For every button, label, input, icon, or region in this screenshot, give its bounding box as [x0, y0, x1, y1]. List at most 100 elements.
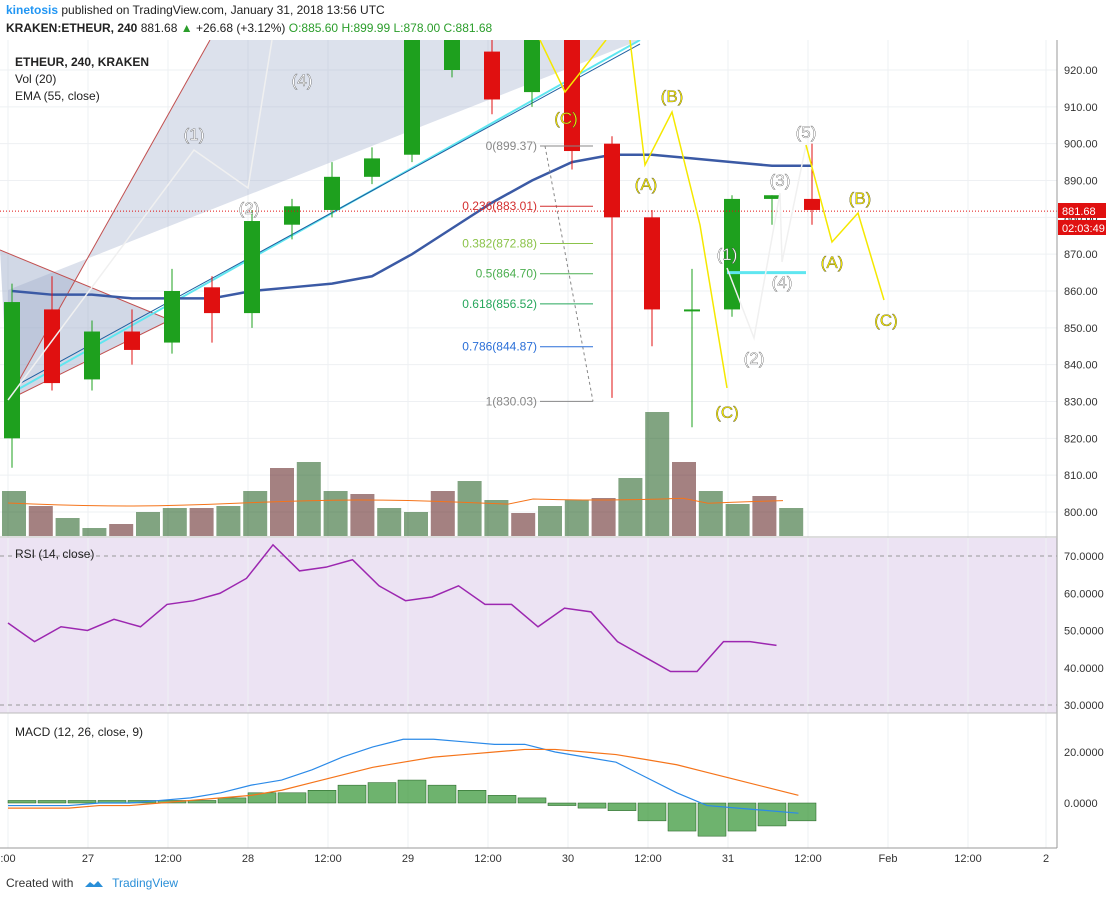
candle-body: [164, 291, 180, 343]
volume-bar: [484, 500, 509, 536]
candle-body: [404, 40, 420, 155]
wave-label: (4): [292, 71, 313, 90]
candle-body: [604, 143, 620, 218]
volume-bar: [672, 462, 696, 536]
signal-line: [8, 748, 799, 809]
tradingview-link[interactable]: TradingView: [112, 876, 179, 890]
price-tick-label: 860.00: [1064, 286, 1098, 298]
price-tag-value: 881.68: [1062, 206, 1096, 218]
time-tick-label: 12:00: [154, 853, 182, 865]
fib-trend-line: [544, 145, 594, 402]
volume-bar: [243, 491, 268, 536]
macd-histogram-bar: [637, 802, 667, 822]
trendline-inner: [7, 43, 641, 391]
legend-macd: MACD (12, 26, close, 9): [15, 725, 143, 739]
macd-tick-label: 20.0000: [1064, 747, 1104, 759]
volume-bar: [725, 504, 750, 536]
price-tick-label: 900.00: [1064, 139, 1098, 151]
volume-bar: [779, 508, 804, 536]
fan-shade: [8, 40, 640, 400]
fan-shade-lower: [0, 250, 170, 400]
volume-bar: [564, 500, 589, 536]
candle-body: [44, 309, 60, 384]
wave-label: (C): [715, 403, 739, 422]
footer: Created with TradingView: [6, 876, 178, 890]
rsi-tick-label: 60.0000: [1064, 588, 1104, 600]
macd-histogram-bar: [217, 797, 247, 804]
price-tick-label: 870.00: [1064, 249, 1098, 261]
time-tick-label: 27: [82, 853, 94, 865]
wave-label: (A): [821, 253, 844, 272]
symbol-line: KRAKEN:ETHEUR, 240 881.68 ▲ +26.68 (+3.1…: [6, 21, 492, 35]
macd-histogram-bar: [37, 800, 67, 804]
candle-body: [444, 40, 460, 71]
wave-label: (B): [849, 189, 872, 208]
macd-histogram-bar: [187, 800, 217, 804]
macd-histogram-bar: [427, 784, 457, 804]
rsi-tick-label: 40.0000: [1064, 663, 1104, 675]
candle-body: [364, 158, 380, 177]
volume-bar: [404, 512, 428, 536]
rsi-line: [7, 543, 777, 673]
time-tick-label: 2: [1043, 853, 1049, 865]
wave-label: (A): [635, 175, 658, 194]
wave-label: (1): [184, 125, 205, 144]
rsi-tick-label: 70.0000: [1064, 551, 1104, 563]
wave-path-yellow: [805, 144, 885, 301]
macd-histogram-bar: [7, 800, 37, 804]
volume-bar: [752, 496, 777, 536]
candle-body: [324, 176, 340, 210]
legend-vol: Vol (20): [15, 72, 56, 86]
price-tick-label: 840.00: [1064, 360, 1098, 372]
volume-bar: [698, 491, 723, 536]
price-tick-label: 920.00: [1064, 65, 1098, 77]
created-with-label: Created with: [6, 876, 74, 890]
macd-histogram-bar: [697, 802, 727, 837]
chart-header: kinetosis published on TradingView.com, …: [0, 0, 1114, 40]
time-tick-label: 12:00: [474, 853, 502, 865]
macd-histogram-bar: [307, 790, 337, 804]
fib-level-label: 0(899.37): [486, 139, 537, 153]
rsi-tick-label: 50.0000: [1064, 626, 1104, 638]
candle-body: [244, 221, 260, 314]
time-tick-label: 12:00: [634, 853, 662, 865]
volume-bar: [109, 524, 134, 536]
candle-body: [684, 309, 700, 312]
ema-line: [11, 153, 812, 300]
volume-bar: [216, 506, 241, 536]
candle-body: [524, 40, 540, 93]
volume-bar: [323, 491, 348, 536]
volume-bar: [82, 528, 107, 536]
wave-label: (5): [796, 123, 817, 142]
volume-bar: [430, 491, 455, 536]
volume-bar: [618, 478, 643, 536]
time-tick-label: 31: [722, 853, 734, 865]
up-arrow-icon: ▲: [180, 21, 193, 35]
volume-bar: [591, 498, 616, 536]
legend-rsi: RSI (14, close): [15, 547, 94, 561]
volume-bar: [511, 513, 536, 536]
volume-bar: [2, 491, 26, 536]
wave-label: (C): [874, 311, 898, 330]
symbol: KRAKEN:ETHEUR, 240: [6, 21, 138, 35]
ohlc-values: O:885.60 H:899.99 L:878.00 C:881.68: [288, 21, 493, 35]
macd-histogram-bar: [487, 795, 517, 804]
wave-label: (B): [661, 87, 684, 106]
macd-histogram-bar: [457, 790, 487, 804]
macd-histogram-bar: [397, 779, 427, 804]
volume-bar: [296, 462, 321, 536]
fib-level-label: 0.786(844.87): [462, 340, 537, 354]
legend-ema: EMA (55, close): [15, 89, 100, 103]
wave-path-yellow: [539, 40, 607, 94]
tradingview-logo-icon: [84, 880, 103, 887]
macd-histogram-bar: [517, 797, 547, 804]
price-tick-label: 800.00: [1064, 507, 1098, 519]
wave-path-yellow: [629, 40, 728, 389]
price-tick-label: 910.00: [1064, 102, 1098, 114]
author-link[interactable]: kinetosis: [6, 3, 59, 17]
candle-body: [484, 51, 500, 100]
time-tick-label: 12:00: [314, 853, 342, 865]
price-tick-label: 830.00: [1064, 397, 1098, 409]
macd-histogram-bar: [757, 802, 787, 827]
